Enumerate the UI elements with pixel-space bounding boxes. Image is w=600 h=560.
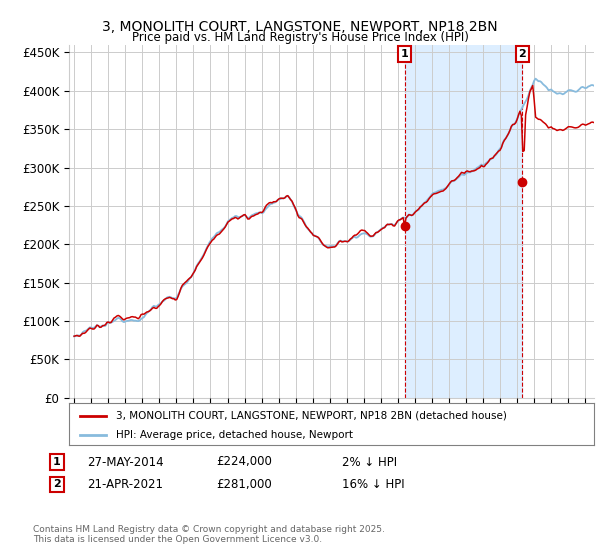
Text: 2: 2 bbox=[53, 479, 61, 489]
Bar bbox=[405, 45, 523, 398]
Text: £281,000: £281,000 bbox=[216, 478, 272, 491]
Text: 1: 1 bbox=[401, 49, 409, 59]
Text: 1: 1 bbox=[53, 457, 61, 467]
Text: Price paid vs. HM Land Registry's House Price Index (HPI): Price paid vs. HM Land Registry's House … bbox=[131, 31, 469, 44]
Text: 3, MONOLITH COURT, LANGSTONE, NEWPORT, NP18 2BN: 3, MONOLITH COURT, LANGSTONE, NEWPORT, N… bbox=[102, 20, 498, 34]
Text: HPI: Average price, detached house, Newport: HPI: Average price, detached house, Newp… bbox=[116, 430, 353, 440]
Text: 27-MAY-2014: 27-MAY-2014 bbox=[87, 455, 164, 469]
Text: Contains HM Land Registry data © Crown copyright and database right 2025.
This d: Contains HM Land Registry data © Crown c… bbox=[33, 525, 385, 544]
Text: 21-APR-2021: 21-APR-2021 bbox=[87, 478, 163, 491]
Text: 16% ↓ HPI: 16% ↓ HPI bbox=[342, 478, 404, 491]
Text: 2% ↓ HPI: 2% ↓ HPI bbox=[342, 455, 397, 469]
Text: 3, MONOLITH COURT, LANGSTONE, NEWPORT, NP18 2BN (detached house): 3, MONOLITH COURT, LANGSTONE, NEWPORT, N… bbox=[116, 411, 507, 421]
Text: 2: 2 bbox=[518, 49, 526, 59]
Text: £224,000: £224,000 bbox=[216, 455, 272, 469]
